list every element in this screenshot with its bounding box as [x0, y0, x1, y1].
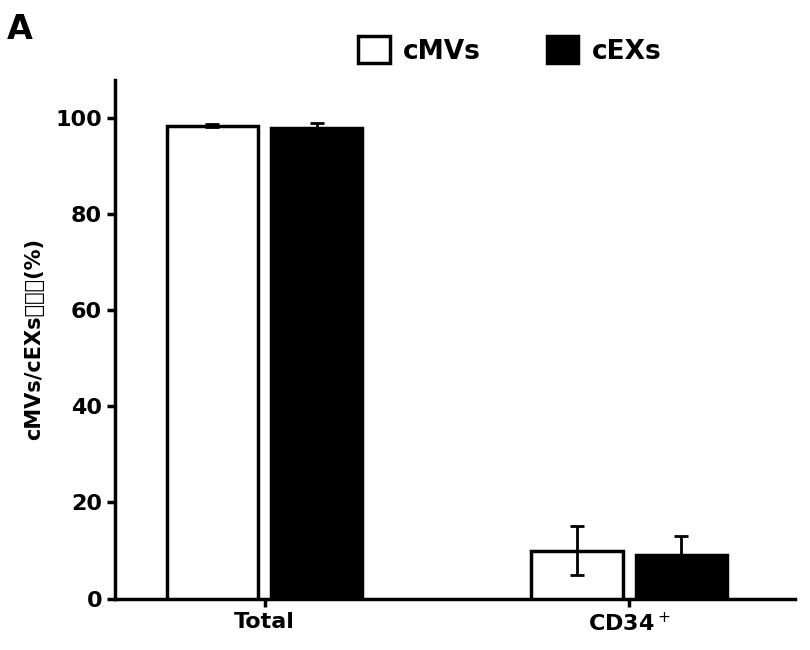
Bar — [167, 125, 258, 599]
Legend: cMVs, cEXs: cMVs, cEXs — [347, 26, 671, 75]
Text: A: A — [6, 12, 32, 46]
Bar — [636, 555, 727, 599]
Y-axis label: cMVs/cEXs的纯化(%): cMVs/cEXs的纯化(%) — [24, 239, 45, 440]
Bar — [531, 551, 623, 599]
Bar — [271, 128, 362, 599]
